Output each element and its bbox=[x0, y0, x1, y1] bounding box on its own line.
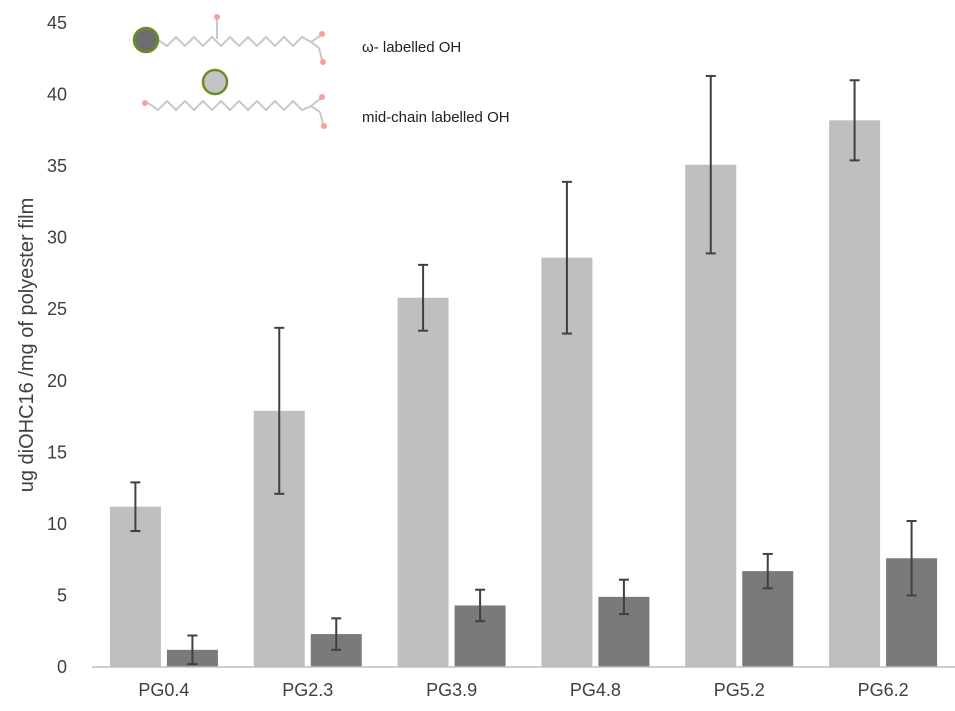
mid-chain-molecule-acid-oxygen bbox=[310, 98, 321, 107]
y-tick-label: 45 bbox=[47, 13, 67, 33]
error-bar bbox=[561, 180, 572, 335]
error-bars bbox=[130, 74, 917, 666]
mid-chain-molecule-oxygen-atom bbox=[321, 123, 327, 129]
y-axis-title: ug diOHC16 /mg of polyester film bbox=[16, 198, 38, 493]
omega-molecule-oxygen-atom bbox=[319, 31, 325, 37]
omega-molecule-acid-hydroxyl bbox=[318, 47, 323, 61]
error-bar bbox=[331, 617, 342, 651]
error-bar bbox=[187, 634, 198, 666]
omega-label-marker bbox=[132, 26, 160, 54]
error-bar bbox=[475, 588, 486, 623]
bars bbox=[109, 120, 938, 667]
error-bar bbox=[705, 74, 716, 255]
x-tick-label: PG3.9 bbox=[426, 680, 477, 700]
x-tick-label: PG6.2 bbox=[858, 680, 909, 700]
x-axis-ticks: PG0.4 PG2.3 PG3.9 PG4.8 PG5.2 PG6.2 bbox=[138, 680, 908, 700]
mid-chain-molecule-oxygen-atom bbox=[319, 94, 325, 100]
mid-chain-molecule-oxygen-atom bbox=[142, 100, 148, 106]
mid-chain-label-marker bbox=[201, 68, 229, 96]
omega-molecule-oxygen-atom bbox=[320, 59, 326, 65]
bar-mid-chain bbox=[829, 120, 881, 667]
y-tick-label: 25 bbox=[47, 299, 67, 319]
x-tick-label: PG5.2 bbox=[714, 680, 765, 700]
error-bar bbox=[274, 326, 285, 495]
omega-molecule-acid-oxygen bbox=[310, 35, 321, 43]
error-bar bbox=[762, 552, 773, 590]
mid-chain-molecule-chain bbox=[147, 99, 321, 113]
mid-chain-hydroxy-fatty-acid-structure-icon bbox=[142, 68, 327, 129]
y-tick-label: 40 bbox=[47, 85, 67, 105]
y-tick-label: 15 bbox=[47, 442, 67, 462]
error-bar bbox=[418, 263, 429, 332]
mid-chain-molecule-acid-hydroxyl bbox=[319, 111, 324, 125]
omega-molecule-oxygen-atom bbox=[214, 14, 220, 20]
error-bar bbox=[906, 520, 917, 597]
error-bar bbox=[618, 578, 629, 616]
y-tick-label: 10 bbox=[47, 514, 67, 534]
error-bar bbox=[849, 79, 860, 162]
bar-mid-chain bbox=[109, 506, 161, 667]
y-tick-label: 5 bbox=[57, 585, 67, 605]
legend-label-mid-chain: mid-chain labelled OH bbox=[362, 109, 510, 126]
y-tick-label: 0 bbox=[57, 657, 67, 677]
y-tick-label: 30 bbox=[47, 228, 67, 248]
y-tick-label: 20 bbox=[47, 371, 67, 391]
bar-mid-chain bbox=[397, 297, 449, 667]
y-tick-label: 35 bbox=[47, 156, 67, 176]
x-tick-label: PG2.3 bbox=[282, 680, 333, 700]
omega-molecule-chain bbox=[157, 35, 320, 49]
omega-hydroxy-fatty-acid-structure-icon bbox=[132, 14, 326, 65]
error-bar bbox=[130, 481, 141, 533]
x-tick-label: PG4.8 bbox=[570, 680, 621, 700]
legend-label-omega: ω- labelled OH bbox=[362, 39, 461, 56]
y-axis-ticks: 0 5 10 15 20 25 30 35 40 45 bbox=[47, 13, 67, 677]
x-tick-label: PG0.4 bbox=[138, 680, 189, 700]
legend: ω- labelled OH mid-chain labelled OH bbox=[132, 14, 510, 129]
